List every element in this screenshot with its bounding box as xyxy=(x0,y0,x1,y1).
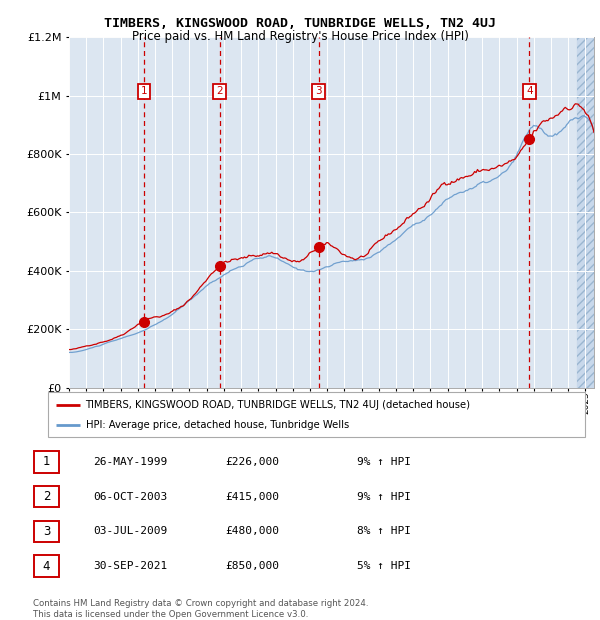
Text: 1: 1 xyxy=(141,87,148,97)
Text: 9% ↑ HPI: 9% ↑ HPI xyxy=(357,492,411,502)
Text: 9% ↑ HPI: 9% ↑ HPI xyxy=(357,457,411,467)
Text: 06-OCT-2003: 06-OCT-2003 xyxy=(93,492,167,502)
Bar xyxy=(577,37,594,387)
Text: Price paid vs. HM Land Registry's House Price Index (HPI): Price paid vs. HM Land Registry's House … xyxy=(131,30,469,43)
Text: 4: 4 xyxy=(526,87,533,97)
Text: 1: 1 xyxy=(43,456,50,468)
FancyBboxPatch shape xyxy=(34,521,59,542)
Text: 03-JUL-2009: 03-JUL-2009 xyxy=(93,526,167,536)
Text: 26-MAY-1999: 26-MAY-1999 xyxy=(93,457,167,467)
Text: TIMBERS, KINGSWOOD ROAD, TUNBRIDGE WELLS, TN2 4UJ (detached house): TIMBERS, KINGSWOOD ROAD, TUNBRIDGE WELLS… xyxy=(86,399,470,410)
Text: £480,000: £480,000 xyxy=(225,526,279,536)
Text: 30-SEP-2021: 30-SEP-2021 xyxy=(93,561,167,571)
Text: 3: 3 xyxy=(315,87,322,97)
Text: 5% ↑ HPI: 5% ↑ HPI xyxy=(357,561,411,571)
FancyBboxPatch shape xyxy=(34,486,59,507)
Text: HPI: Average price, detached house, Tunbridge Wells: HPI: Average price, detached house, Tunb… xyxy=(86,420,349,430)
Text: TIMBERS, KINGSWOOD ROAD, TUNBRIDGE WELLS, TN2 4UJ: TIMBERS, KINGSWOOD ROAD, TUNBRIDGE WELLS… xyxy=(104,17,496,30)
Text: 3: 3 xyxy=(43,525,50,538)
Bar xyxy=(577,37,594,387)
Text: Contains HM Land Registry data © Crown copyright and database right 2024.
This d: Contains HM Land Registry data © Crown c… xyxy=(33,600,368,619)
FancyBboxPatch shape xyxy=(48,392,585,437)
Text: £850,000: £850,000 xyxy=(225,561,279,571)
Text: 8% ↑ HPI: 8% ↑ HPI xyxy=(357,526,411,536)
FancyBboxPatch shape xyxy=(34,556,59,577)
Text: 4: 4 xyxy=(43,560,50,572)
Text: £415,000: £415,000 xyxy=(225,492,279,502)
Text: 2: 2 xyxy=(43,490,50,503)
Text: £226,000: £226,000 xyxy=(225,457,279,467)
FancyBboxPatch shape xyxy=(34,451,59,472)
Text: 2: 2 xyxy=(217,87,223,97)
